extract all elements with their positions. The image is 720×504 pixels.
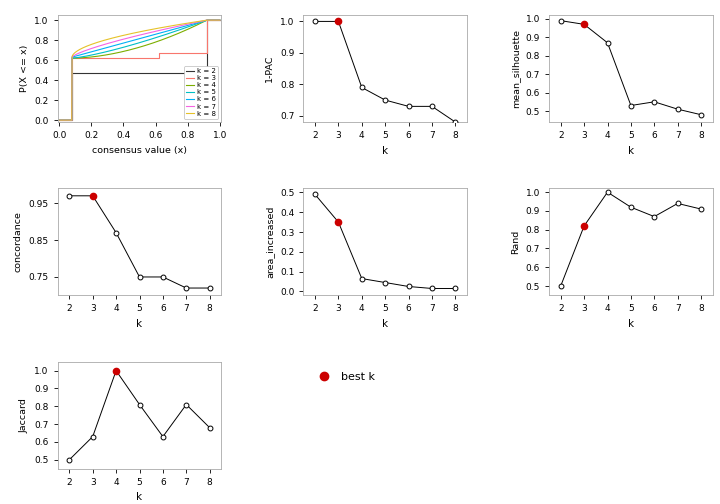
Y-axis label: Jaccard: Jaccard bbox=[19, 398, 29, 432]
X-axis label: consensus value (x): consensus value (x) bbox=[92, 146, 187, 155]
Y-axis label: 1-PAC: 1-PAC bbox=[266, 55, 274, 82]
X-axis label: k: k bbox=[136, 492, 143, 502]
X-axis label: k: k bbox=[628, 146, 634, 156]
Y-axis label: mean_silhouette: mean_silhouette bbox=[511, 29, 520, 108]
X-axis label: k: k bbox=[136, 319, 143, 329]
Y-axis label: concordance: concordance bbox=[14, 212, 23, 272]
Y-axis label: area_increased: area_increased bbox=[266, 206, 274, 278]
Legend: best k: best k bbox=[309, 367, 379, 386]
X-axis label: k: k bbox=[628, 319, 634, 329]
X-axis label: k: k bbox=[382, 319, 388, 329]
X-axis label: k: k bbox=[382, 146, 388, 156]
Y-axis label: Rand: Rand bbox=[511, 230, 520, 254]
Y-axis label: P(X <= x): P(X <= x) bbox=[19, 45, 29, 92]
Legend: k = 2, k = 3, k = 4, k = 5, k = 6, k = 7, k = 8: k = 2, k = 3, k = 4, k = 5, k = 6, k = 7… bbox=[184, 66, 218, 118]
